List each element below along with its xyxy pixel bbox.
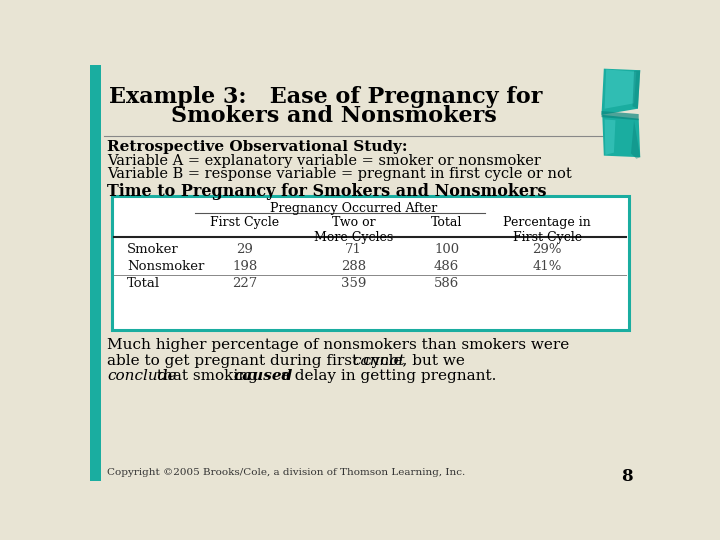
Text: 486: 486 [434,260,459,273]
Text: Retrospective Observational Study:: Retrospective Observational Study: [107,140,408,154]
Text: 359: 359 [341,278,366,291]
Text: caused: caused [233,369,292,383]
Text: 8: 8 [621,468,632,485]
Polygon shape [632,70,640,109]
Text: Much higher percentage of nonsmokers than smokers were: Much higher percentage of nonsmokers tha… [107,338,570,352]
Polygon shape [631,120,640,159]
FancyBboxPatch shape [112,197,629,330]
Polygon shape [601,111,639,120]
Text: Variable B = response variable = pregnant in first cycle or not: Variable B = response variable = pregnan… [107,167,572,181]
Text: Percentage in
First Cycle: Percentage in First Cycle [503,215,591,244]
Polygon shape [601,69,640,115]
Text: Two or
More Cycles: Two or More Cycles [314,215,393,244]
Text: conclude: conclude [107,369,176,383]
Text: 227: 227 [233,278,258,291]
Text: 71: 71 [345,244,362,256]
Text: cannot: cannot [352,354,405,368]
Text: able to get pregnant during first cycle, but we: able to get pregnant during first cycle,… [107,354,470,368]
Text: Copyright ©2005 Brooks/Cole, a division of Thomson Learning, Inc.: Copyright ©2005 Brooks/Cole, a division … [107,468,465,477]
Text: Variable A = explanatory variable = smoker or nonsmoker: Variable A = explanatory variable = smok… [107,154,541,168]
Text: 198: 198 [233,260,258,273]
Text: Total: Total [127,278,161,291]
Text: Smoker: Smoker [127,244,179,256]
Text: 29: 29 [237,244,253,256]
Bar [90,65,101,481]
Text: a delay in getting pregnant.: a delay in getting pregnant. [276,369,496,383]
Text: Time to Pregnancy for Smokers and Nonsmokers: Time to Pregnancy for Smokers and Nonsmo… [107,183,546,200]
Text: 29%: 29% [533,244,562,256]
Text: Smokers and Nonsmokers: Smokers and Nonsmokers [171,105,497,127]
Text: Pregnancy Occurred After: Pregnancy Occurred After [270,202,437,215]
Text: 288: 288 [341,260,366,273]
Polygon shape [605,70,636,109]
Text: 100: 100 [434,244,459,256]
Polygon shape [605,119,616,155]
Text: Nonsmoker: Nonsmoker [127,260,204,273]
Text: that smoking: that smoking [152,369,263,383]
Text: 586: 586 [434,278,459,291]
Text: Example 3:   Ease of Pregnancy for: Example 3: Ease of Pregnancy for [109,86,542,109]
Text: Total: Total [431,215,462,229]
Polygon shape [602,115,640,157]
Text: First Cycle: First Cycle [210,215,279,229]
Text: 41%: 41% [533,260,562,273]
